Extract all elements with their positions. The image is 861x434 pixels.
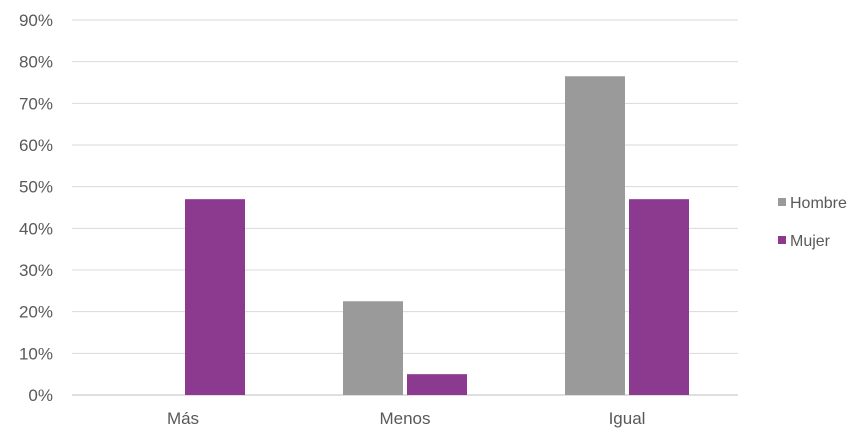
legend-swatch-hombre: [778, 198, 786, 206]
x-axis: Más Menos Igual: [167, 409, 646, 428]
bar-mujer-0: [185, 199, 245, 395]
legend-label-mujer: Mujer: [790, 233, 831, 250]
bar-hombre-1: [343, 301, 403, 395]
y-tick-label: 70%: [19, 94, 53, 113]
bar-hombre-2: [565, 76, 625, 395]
gridlines: [72, 19, 738, 396]
y-tick-label: 60%: [19, 136, 53, 155]
x-category-label: Igual: [609, 409, 646, 428]
legend-label-hombre: Hombre: [790, 195, 847, 212]
legend: Hombre Mujer: [778, 195, 847, 250]
x-category-label: Más: [167, 409, 199, 428]
y-tick-label: 80%: [19, 53, 53, 72]
bar-mujer-2: [629, 199, 689, 395]
y-tick-label: 10%: [19, 344, 53, 363]
y-tick-label: 30%: [19, 261, 53, 280]
bars: [185, 76, 689, 395]
y-tick-label: 0%: [28, 386, 53, 405]
bar-mujer-1: [407, 374, 467, 395]
y-tick-label: 40%: [19, 219, 53, 238]
y-tick-label: 90%: [19, 11, 53, 30]
legend-swatch-mujer: [778, 236, 786, 244]
x-category-label: Menos: [379, 409, 430, 428]
y-tick-label: 50%: [19, 178, 53, 197]
y-tick-label: 20%: [19, 303, 53, 322]
y-axis: 0% 10% 20% 30% 40% 50% 60% 70% 80% 90%: [19, 11, 53, 405]
